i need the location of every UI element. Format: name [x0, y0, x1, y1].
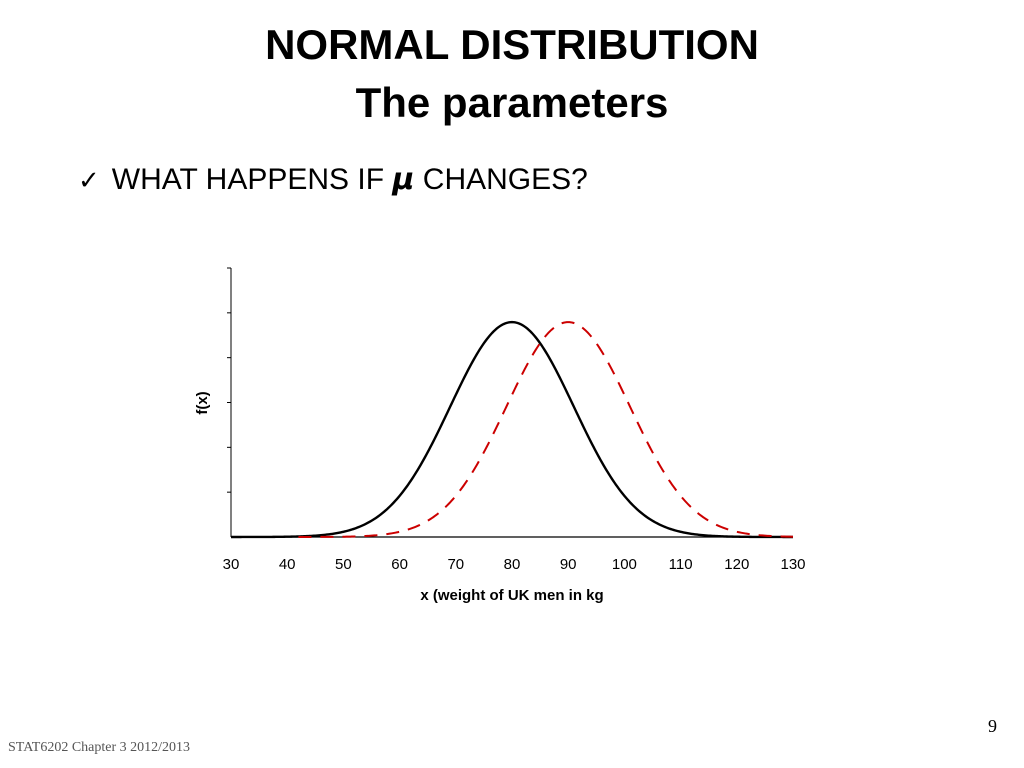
x-tick-label: 130: [780, 556, 805, 573]
x-tick-label: 120: [724, 556, 749, 573]
mu-symbol: μ: [392, 162, 415, 197]
y-axis-title: f(x): [194, 391, 211, 414]
title-line-2: The parameters: [355, 79, 669, 126]
series-layer: [231, 320, 794, 539]
footer-text: STAT6202 Chapter 3 2012/2013: [8, 740, 191, 755]
x-axis-title: x (weight of UK men in kg: [420, 587, 603, 604]
x-tick-labels: 30 40 50 60 70 80 90 100 110 120 130: [223, 556, 806, 573]
checkmark-icon: ✓: [78, 166, 100, 196]
series-line-dashed: [298, 321, 794, 538]
x-tick-label: 90: [560, 556, 577, 573]
slide-title: NORMAL DISTRIBUTION The parameters: [0, 16, 1024, 132]
y-ticks: [227, 267, 231, 493]
x-tick-label: 60: [391, 556, 408, 573]
x-tick-label: 110: [669, 556, 693, 573]
x-tick-label: 40: [279, 556, 296, 573]
series-line-solid: [231, 320, 793, 539]
bullet-text-post: CHANGES?: [414, 163, 588, 196]
x-tick-label: 30: [223, 556, 240, 573]
x-tick-label: 50: [335, 556, 352, 573]
bullet-question: ✓ WHAT HAPPENS IF μ CHANGES?: [78, 156, 588, 205]
title-line-1: NORMAL DISTRIBUTION: [265, 21, 759, 68]
x-tick-label: 80: [504, 556, 521, 573]
x-tick-label: 70: [447, 556, 464, 573]
bullet-text-pre: WHAT HAPPENS IF: [111, 163, 393, 196]
chart-axes: 30 40 50 60 70 80 90 100 110 120 130: [223, 267, 806, 573]
page-number: 9: [988, 716, 997, 736]
x-tick-label: 100: [612, 556, 637, 573]
